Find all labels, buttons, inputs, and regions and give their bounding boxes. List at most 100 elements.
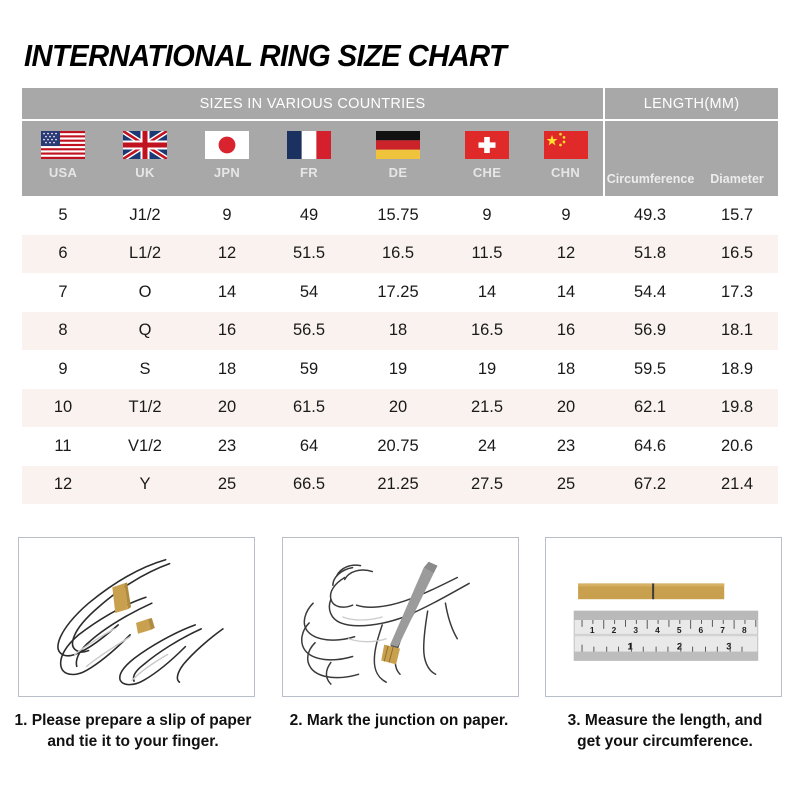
paper-strip-second <box>136 617 155 634</box>
caption-step-3: 3. Measure the length, and get your circ… <box>532 710 798 753</box>
table-body: 5 J1/2 9 49 15.75 9 9 49.3 15.7 6 L1/2 12 51.5 16.5 11… <box>22 196 779 504</box>
table-cell: 7 <box>22 273 104 312</box>
table-row: 7 O 14 54 17.25 14 14 54.4 17.3 <box>22 273 779 312</box>
table-cell: 10 <box>22 388 104 427</box>
flag-china-icon <box>543 131 588 159</box>
table-cell: L1/2 <box>104 234 186 273</box>
table-cell: 17.3 <box>696 273 779 312</box>
table-cell: Y <box>104 465 186 504</box>
table-cell: 17.25 <box>350 273 446 312</box>
column-header-diameter: Diameter <box>696 120 779 196</box>
svg-text:3: 3 <box>633 625 638 635</box>
table-cell: 16.5 <box>350 234 446 273</box>
table-cell: 9 <box>186 196 268 235</box>
column-header-circumference: Circumference <box>603 120 697 196</box>
table-cell: 21.5 <box>446 388 528 427</box>
table-cell: 20 <box>350 388 446 427</box>
table-cell: 49 <box>268 196 350 235</box>
table-country-header-row: USA UK <box>22 120 779 196</box>
table-cell: 11.5 <box>446 234 528 273</box>
table-cell: 16.5 <box>696 234 779 273</box>
table-cell: 15.7 <box>696 196 779 235</box>
table-cell: 9 <box>528 196 605 235</box>
table-cell: 5 <box>22 196 104 235</box>
country-label-uk: UK <box>135 165 155 180</box>
svg-text:2: 2 <box>612 625 617 635</box>
paper-strip-on-finger <box>112 582 132 614</box>
column-header-jpn: JPN <box>186 120 268 196</box>
table-cell: 16 <box>186 311 268 350</box>
table-cell: 18 <box>186 350 268 389</box>
caption-step-1: 1. Please prepare a slip of paper and ti… <box>0 710 266 753</box>
table-cell: 11 <box>22 427 104 466</box>
column-header-uk: UK <box>104 120 186 196</box>
page-title: INTERNATIONAL RING SIZE CHART <box>24 38 507 73</box>
column-header-chn: CHN <box>528 120 605 196</box>
svg-text:1: 1 <box>590 625 595 635</box>
table-cell: 67.2 <box>604 465 697 504</box>
caption-step-1-line-2: and tie it to your finger. <box>47 733 219 751</box>
country-label-usa: USA <box>48 165 78 180</box>
table-row: 9 S 18 59 19 19 18 59.5 18.9 <box>22 350 779 389</box>
svg-text:4: 4 <box>655 625 660 635</box>
table-cell: 21.25 <box>350 465 446 504</box>
table-cell: 15.75 <box>350 196 446 235</box>
svg-text:5: 5 <box>677 625 682 635</box>
group-header-sizes: SIZES IN VARIOUS COUNTRIES <box>22 88 605 121</box>
table-cell: 18.1 <box>696 311 779 350</box>
ring-size-table: SIZES IN VARIOUS COUNTRIES LENGTH(MM) <box>22 88 779 504</box>
table-cell: 19 <box>350 350 446 389</box>
table-cell: 9 <box>22 350 104 389</box>
table-cell: 18.9 <box>696 350 779 389</box>
inch-labels: 1 2 3 <box>627 642 731 652</box>
junction-mark <box>652 583 655 600</box>
table-cell: 24 <box>446 427 528 466</box>
table-cell: 64.6 <box>604 427 697 466</box>
measured-paper-strip <box>578 583 725 600</box>
table-cell: 54 <box>268 273 350 312</box>
hand-with-paper-strip-icon <box>57 558 224 686</box>
column-header-che: CHE <box>446 120 528 196</box>
table-cell: 51.5 <box>268 234 350 273</box>
table-cell: 23 <box>186 427 268 466</box>
table-row: 12 Y 25 66.5 21.25 27.5 25 67.2 21.4 <box>22 465 779 504</box>
table-row: 6 L1/2 12 51.5 16.5 11.5 12 51.8 16.5 <box>22 234 779 273</box>
table-cell: 21.4 <box>696 465 779 504</box>
table-cell: 18 <box>528 350 605 389</box>
table-cell: 12 <box>186 234 268 273</box>
caption-step-3-line-2: get your circumference. <box>577 733 753 751</box>
table-cell: 19 <box>446 350 528 389</box>
country-label-fr: FR <box>300 165 318 180</box>
svg-text:2: 2 <box>677 642 682 652</box>
table-cell: 6 <box>22 234 104 273</box>
table-cell: Q <box>104 311 186 350</box>
table-cell: 59 <box>268 350 350 389</box>
table-cell: 23 <box>528 427 605 466</box>
caption-step-3-line-1: 3. Measure the length, and <box>567 712 763 729</box>
table-cell: 59.5 <box>604 350 697 389</box>
svg-text:8: 8 <box>742 625 747 635</box>
table-cell: 64 <box>268 427 350 466</box>
country-label-che: CHE <box>472 165 502 180</box>
table-cell: 49.3 <box>604 196 697 235</box>
column-header-fr: FR <box>268 120 350 196</box>
column-header-de: DE <box>350 120 446 196</box>
table-cell: 16 <box>528 311 605 350</box>
table-row: 8 Q 16 56.5 18 16.5 16 56.9 18.1 <box>22 311 779 350</box>
size-table-container: SIZES IN VARIOUS COUNTRIES LENGTH(MM) <box>22 88 779 504</box>
cm-labels: 1 2 3 4 5 6 7 8 <box>590 625 747 635</box>
flag-japan-icon <box>205 131 249 159</box>
table-cell: S <box>104 350 186 389</box>
table-cell: 25 <box>186 465 268 504</box>
table-cell: O <box>104 273 186 312</box>
flag-uk-icon <box>123 131 167 159</box>
table-cell: 66.5 <box>268 465 350 504</box>
caption-step-2: 2. Mark the junction on paper. <box>266 710 532 753</box>
table-cell: 9 <box>446 196 528 235</box>
flag-switzerland-icon <box>465 131 509 159</box>
inch-tick-marks <box>581 642 743 652</box>
